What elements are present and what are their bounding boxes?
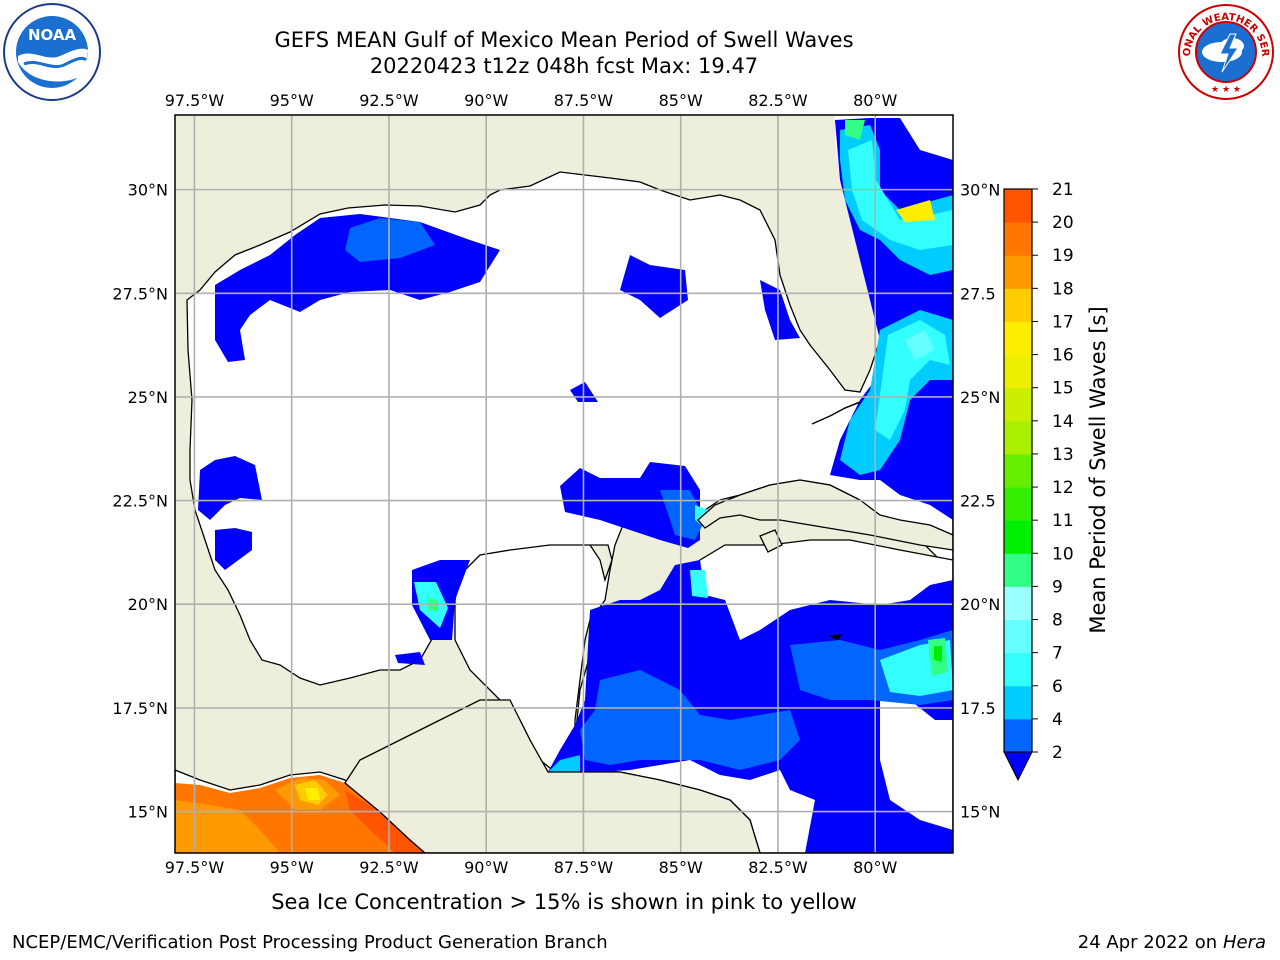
lat-tick-right: 22.5 — [960, 492, 996, 511]
colorbar-segment — [1004, 586, 1032, 621]
lon-tick-bottom: 80°W — [853, 858, 897, 877]
lon-tick-top: 97.5°W — [165, 91, 225, 110]
cuba — [697, 479, 953, 551]
jamaica — [828, 634, 842, 640]
lon-tick-bottom: 85°W — [659, 858, 703, 877]
central-america — [344, 699, 761, 853]
lat-tick-left: 20°N — [128, 595, 168, 614]
colorbar-tick-label: 15 — [1052, 379, 1074, 399]
lat-tick-left: 15°N — [128, 803, 168, 822]
colorbar-extend-arrow — [1003, 751, 1033, 782]
colorbar-tick-label: 14 — [1052, 412, 1074, 432]
lat-tick-left: 30°N — [128, 181, 168, 200]
colorbar-segment — [1004, 255, 1032, 289]
lon-tick-top: 95°W — [270, 91, 314, 110]
colorbar-tick-label: 7 — [1052, 644, 1063, 664]
florida-keys — [811, 401, 861, 425]
colorbar-tick-label: 20 — [1052, 213, 1074, 233]
svg-text:NOAA: NOAA — [28, 26, 77, 44]
lat-tick-left: 27.5°N — [112, 284, 168, 303]
lon-tick-bottom: 90°W — [464, 858, 508, 877]
lon-tick-top: 80°W — [853, 91, 897, 110]
isle-of-youth — [759, 529, 783, 553]
colorbar-tick-label: 6 — [1052, 677, 1063, 697]
colorbar-segment — [1004, 354, 1032, 389]
colorbar-tick-label: 21 — [1052, 180, 1074, 200]
colorbar-segment — [1004, 520, 1032, 554]
lat-tick-left: 17.5°N — [112, 699, 168, 718]
lon-tick-top: 87.5°W — [554, 91, 614, 110]
colorbar-segment — [1004, 288, 1032, 322]
machine-name: Hera — [1222, 932, 1266, 953]
lon-tick-bottom: 97.5°W — [165, 858, 225, 877]
lat-tick-right: 17.5 — [960, 699, 996, 718]
lon-tick-top: 90°W — [464, 91, 508, 110]
colorbar-segment — [1004, 685, 1032, 720]
chart-title: GEFS MEAN Gulf of Mexico Mean Period of … — [274, 28, 854, 52]
map-tick-labels: 97.5°W 97.5°W 95°W 95°W 92.5°W 92.5°W 90°W 90°W… — [112, 91, 1000, 877]
colorbar-tick-label: 16 — [1052, 346, 1074, 366]
lat-tick-right: 20°N — [960, 595, 1000, 614]
colorbar-tick-label: 10 — [1052, 544, 1074, 564]
map-area — [175, 115, 953, 853]
swell-fill-layer — [198, 118, 953, 853]
colorbar-tick-label: 18 — [1052, 279, 1074, 299]
colorbar-segment — [1004, 718, 1032, 753]
colorbar-segment — [1004, 553, 1032, 587]
lon-tick-bottom: 87.5°W — [554, 858, 614, 877]
colorbar-segment — [1004, 222, 1032, 256]
lon-tick-top: 85°W — [659, 91, 703, 110]
colorbar-segment — [1004, 652, 1032, 687]
chart-subtitle: 20220423 t12z 048h fcst Max: 19.47 — [369, 54, 759, 78]
colorbar-tick-label: 13 — [1052, 445, 1074, 465]
colorbar-segment — [1004, 387, 1032, 422]
lat-tick-left: 22.5°N — [112, 492, 168, 511]
date-stamp: 24 Apr 2022 on Hera — [1078, 932, 1266, 953]
lon-tick-bottom: 95°W — [270, 858, 314, 877]
colorbar-segment — [1004, 453, 1032, 488]
date-text: 24 Apr 2022 on — [1077, 932, 1218, 953]
graticule — [175, 115, 953, 853]
lon-tick-top: 82.5°W — [748, 91, 808, 110]
noaa-logo: NOAA — [3, 3, 101, 101]
colorbar-tick-label: 17 — [1052, 312, 1074, 332]
lon-tick-top: 92.5°W — [359, 91, 419, 110]
nws-logo: NATIONAL WEATHER SERVICE ★ ★ ★ — [1176, 2, 1274, 100]
svg-text:★ ★ ★: ★ ★ ★ — [1211, 85, 1241, 95]
pacific-fill-layer — [175, 775, 425, 853]
map-frame — [174, 114, 954, 854]
lon-tick-bottom: 92.5°W — [359, 858, 419, 877]
lat-tick-right: 27.5 — [960, 284, 996, 303]
lon-tick-bottom: 82.5°W — [748, 858, 808, 877]
colorbar-tick-label: 8 — [1052, 611, 1063, 631]
colorbar-tick-label: 11 — [1052, 511, 1074, 531]
colorbar-segment — [1004, 321, 1032, 356]
lat-tick-left: 25°N — [128, 388, 168, 407]
colorbar-frame — [1003, 188, 1033, 753]
lat-tick-right: 15°N — [960, 803, 1000, 822]
colorbar-segment — [1004, 420, 1032, 455]
colorbar-tick-label: 12 — [1052, 478, 1074, 498]
colorbar-label: Mean Period of Swell Waves [s] — [1086, 306, 1110, 634]
sea-ice-note: Sea Ice Concentration > 15% is shown in … — [271, 890, 857, 914]
colorbar-tick-label: 9 — [1052, 577, 1063, 597]
colorbar-tick-label: 4 — [1052, 710, 1063, 730]
colorbar-tick-label: 19 — [1052, 246, 1074, 266]
colorbar-segment — [1004, 189, 1032, 223]
colorbar-tick-label: 2 — [1052, 743, 1063, 763]
colorbar-segment — [1004, 619, 1032, 654]
lat-tick-right: 25°N — [960, 388, 1000, 407]
branch-credit: NCEP/EMC/Verification Post Processing Pr… — [12, 932, 608, 953]
colorbar: 2 4 6 7 8 9 10 11 12 13 14 15 16 17 18 19 20 21 — [1003, 180, 1074, 782]
lat-tick-right: 30°N — [960, 181, 1000, 200]
colorbar-segment — [1004, 487, 1032, 521]
